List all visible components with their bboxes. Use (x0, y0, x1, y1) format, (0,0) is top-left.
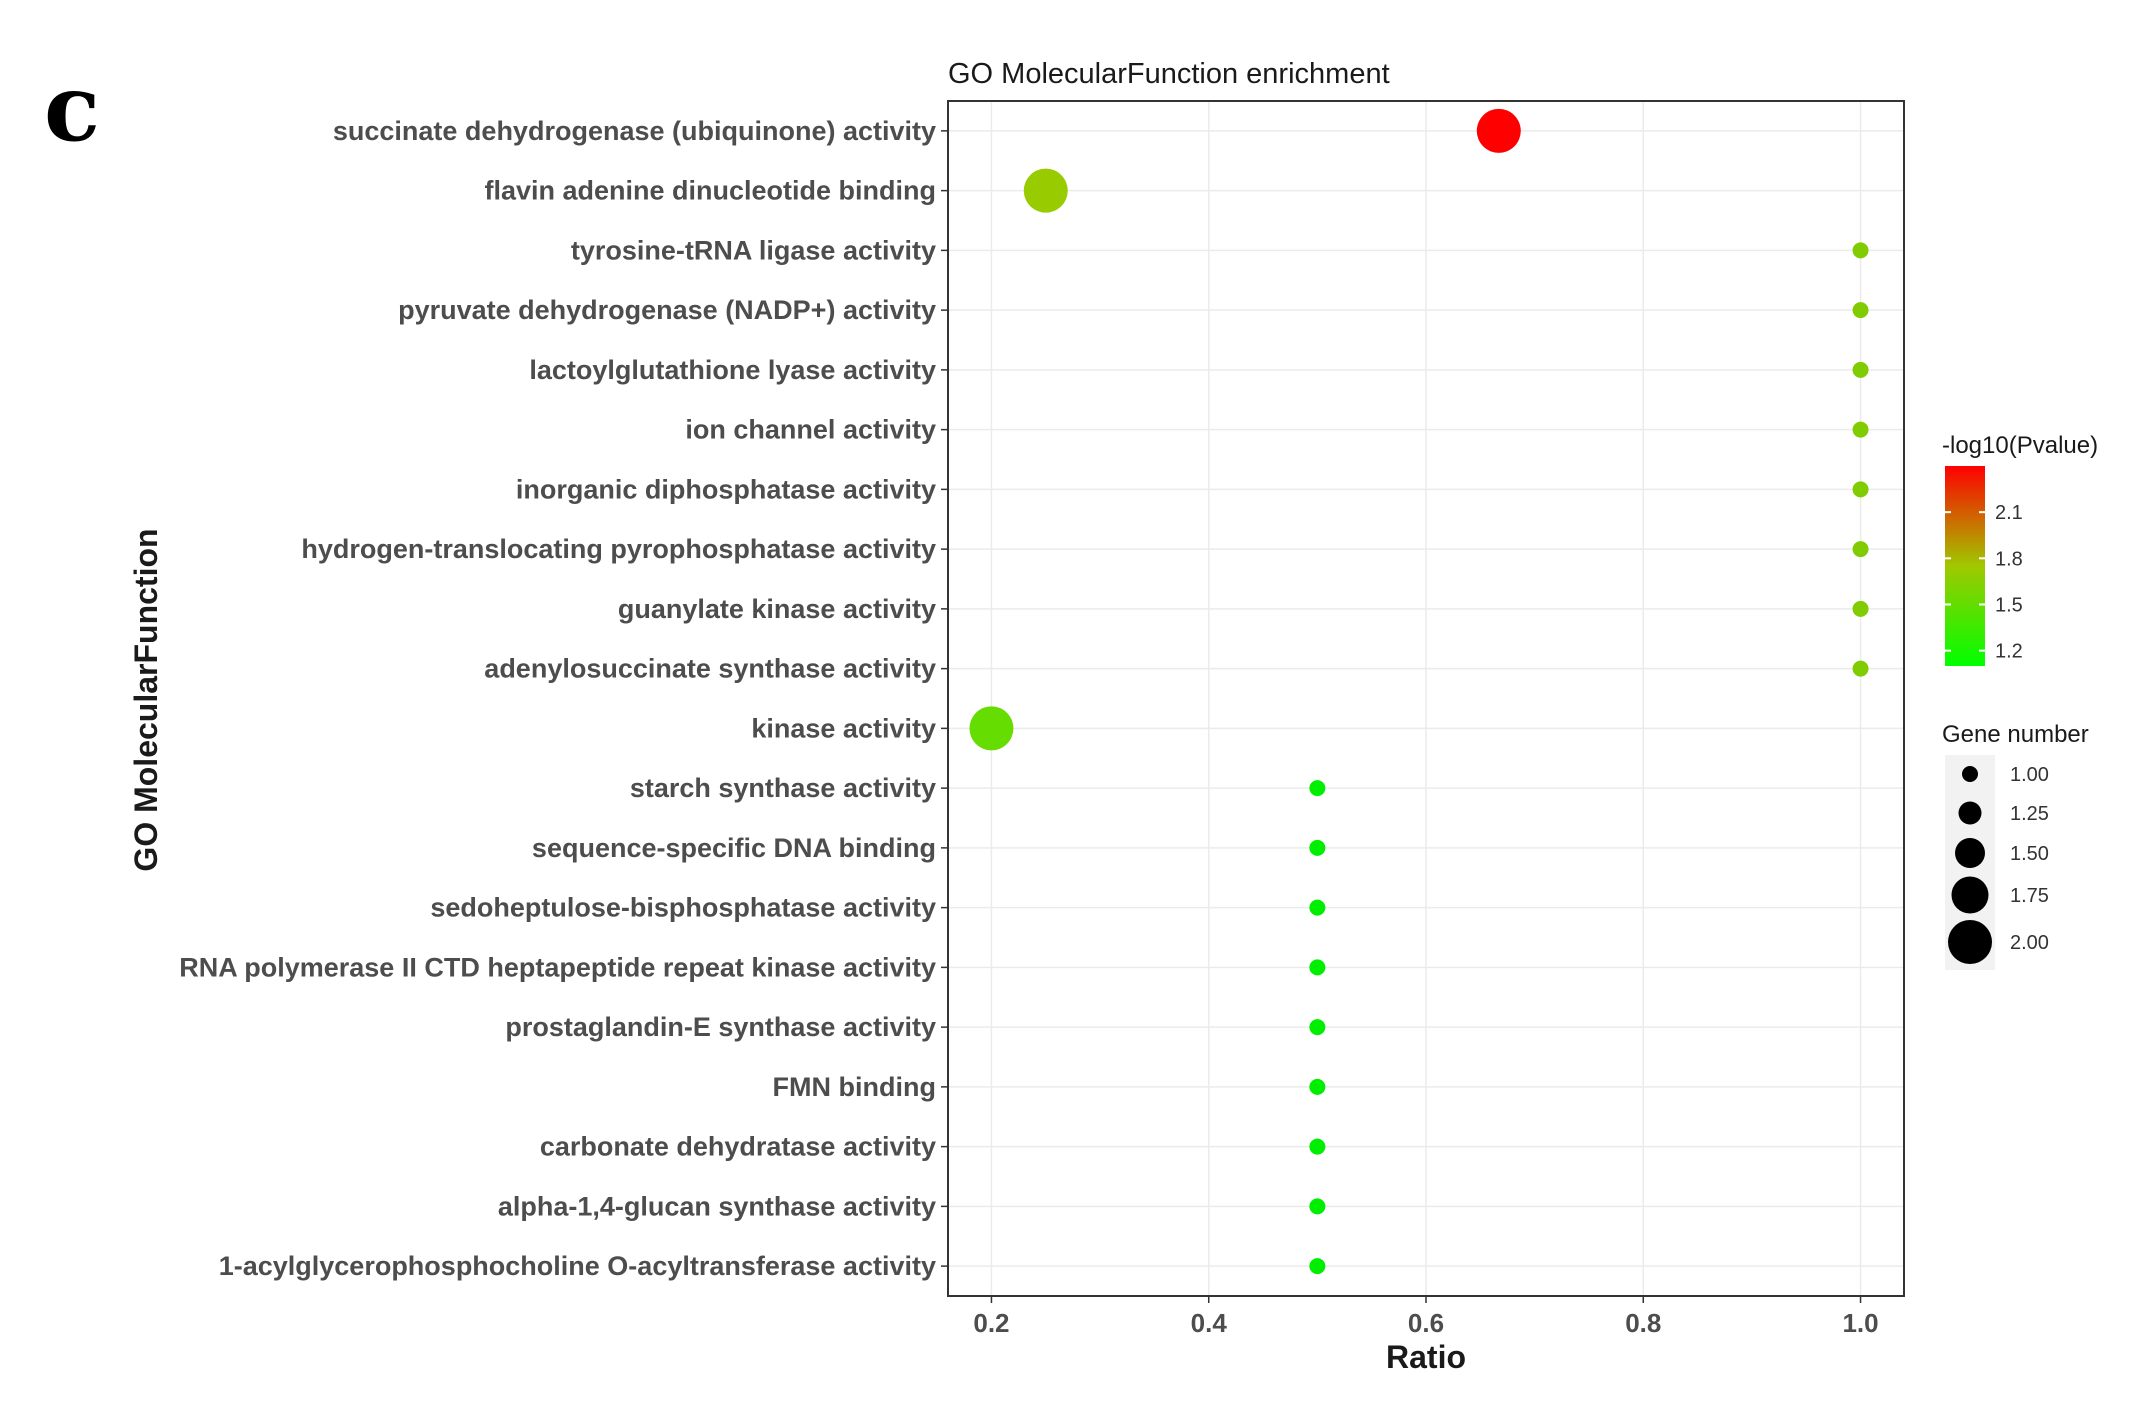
data-point (1023, 168, 1068, 213)
x-tick-label: 0.4 (1191, 1308, 1228, 1338)
y-tick-label: hydrogen-translocating pyrophosphatase a… (301, 534, 936, 564)
size-legend-dot (1948, 920, 1992, 964)
y-axis-title: GO MolecularFunction (128, 528, 164, 871)
size-legend-dot (1962, 766, 1978, 782)
data-point (1309, 1138, 1326, 1155)
data-point (1309, 1019, 1326, 1036)
y-tick-label: tyrosine-tRNA ligase activity (571, 235, 936, 265)
y-tick-label: sequence-specific DNA binding (532, 833, 936, 863)
color-legend-ticks: 2.1 1.8 1.5 1.2 (1945, 502, 2023, 663)
size-legend-label: 1.75 (2010, 885, 2049, 907)
data-point (1852, 481, 1869, 498)
size-legend-dot (1955, 838, 1985, 868)
y-tick-label: alpha-1,4-glucan synthase activity (498, 1191, 936, 1221)
y-tick-label: lactoylglutathione lyase activity (529, 355, 936, 385)
y-tick-label: flavin adenine dinucleotide binding (484, 176, 936, 206)
y-tick-label: carbonate dehydratase activity (540, 1132, 936, 1162)
size-legend-dot (1958, 801, 1982, 825)
y-tick-label: succinate dehydrogenase (ubiquinone) act… (333, 116, 936, 146)
y-tick-label: starch synthase activity (630, 773, 936, 803)
data-point (1852, 541, 1869, 558)
x-tick-label: 0.8 (1625, 1308, 1661, 1338)
y-tick-label: kinase activity (751, 713, 936, 743)
data-point (1852, 361, 1869, 378)
color-legend-title: -log10(Pvalue) (1942, 432, 2098, 459)
grid-lines (948, 101, 1904, 1296)
data-point (1309, 1078, 1326, 1095)
y-tick-label: 1-acylglycerophosphocholine O-acyltransf… (219, 1251, 936, 1281)
y-tick-label: adenylosuccinate synthase activity (484, 654, 936, 684)
size-legend-keys: 1.00 1.25 1.50 1.75 2.00 (1948, 764, 2049, 964)
x-tick-label: 0.2 (973, 1308, 1009, 1338)
y-tick-label: FMN binding (773, 1072, 936, 1102)
data-point (1852, 421, 1869, 438)
size-legend: Gene number 1.00 1.25 1.50 1.75 2.00 (1942, 721, 2089, 970)
y-tick-label: sedoheptulose-bisphosphatase activity (430, 893, 936, 923)
chart-title: GO MolecularFunction enrichment (948, 58, 1390, 90)
size-legend-label: 1.50 (2010, 843, 2049, 865)
color-legend-bar (1945, 466, 1985, 666)
data-point (1852, 242, 1869, 259)
y-tick-label: RNA polymerase II CTD heptapeptide repea… (179, 952, 936, 982)
y-axis: succinate dehydrogenase (ubiquinone) act… (179, 116, 948, 1281)
data-point (1476, 108, 1521, 153)
colorbar-tick-label: 1.8 (1995, 548, 2023, 570)
data-point (1309, 1258, 1326, 1275)
color-legend: -log10(Pvalue) 2.1 1.8 1.5 1.2 (1942, 432, 2098, 666)
data-point (1309, 1198, 1326, 1215)
panel-letter: c (44, 54, 100, 162)
size-legend-dot (1951, 876, 1989, 914)
x-tick-label: 0.6 (1408, 1308, 1444, 1338)
colorbar-tick-label: 1.2 (1995, 641, 2023, 663)
data-point (1852, 660, 1869, 677)
y-tick-label: pyruvate dehydrogenase (NADP+) activity (398, 295, 936, 325)
y-tick-label: prostaglandin-E synthase activity (505, 1012, 936, 1042)
colorbar-tick-label: 2.1 (1995, 502, 2023, 524)
size-legend-label: 2.00 (2010, 932, 2049, 954)
colorbar-tick-label: 1.5 (1995, 594, 2023, 616)
y-tick-label: ion channel activity (685, 415, 936, 445)
data-point (1309, 780, 1326, 797)
size-legend-label: 1.00 (2010, 764, 2049, 786)
data-point (1852, 600, 1869, 617)
data-point (1309, 959, 1326, 976)
size-legend-title: Gene number (1942, 721, 2089, 748)
data-points (969, 108, 1869, 1275)
data-point (1309, 839, 1326, 856)
y-tick-label: inorganic diphosphatase activity (516, 474, 936, 504)
x-tick-label: 1.0 (1842, 1308, 1878, 1338)
y-tick-label: guanylate kinase activity (618, 594, 936, 624)
data-point (969, 706, 1014, 751)
data-point (1852, 302, 1869, 319)
size-legend-label: 1.25 (2010, 803, 2049, 825)
x-axis-title: Ratio (1386, 1339, 1466, 1375)
data-point (1309, 899, 1326, 916)
x-axis: 0.2 0.4 0.6 0.8 1.0 (973, 1296, 1879, 1338)
